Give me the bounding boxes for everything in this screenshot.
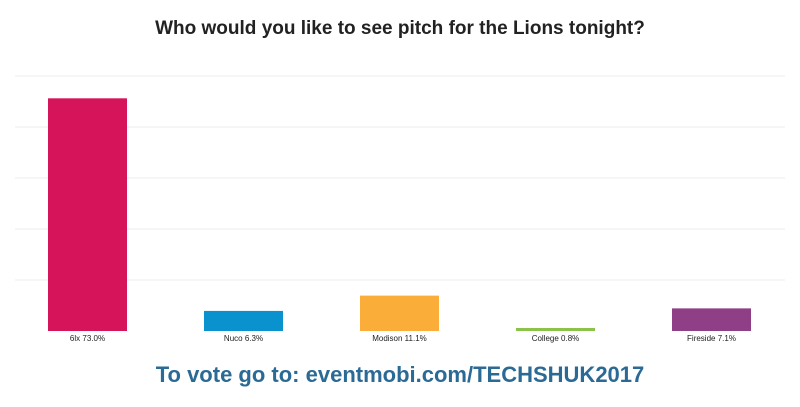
bar-chart: 6lx 73.0% Nuco 6.3% Modison 11.1% College 0… xyxy=(15,75,785,343)
bar-label: Modison 11.1% xyxy=(372,334,427,343)
bar-fireside xyxy=(672,308,751,331)
chart-title: Who would you like to see pitch for the … xyxy=(155,18,645,39)
bar-6lx xyxy=(48,98,127,331)
bar-modison xyxy=(360,295,439,331)
bar-label: Nuco 6.3% xyxy=(224,334,263,343)
vote-instructions: To vote go to: eventmobi.com/TECHSHUK201… xyxy=(155,362,645,387)
bar-college xyxy=(516,328,595,331)
bar-label: Fireside 7.1% xyxy=(687,334,736,343)
bar-label: 6lx 73.0% xyxy=(70,334,105,343)
bar-label: College 0.8% xyxy=(532,334,580,343)
bar-nuco xyxy=(204,310,283,331)
